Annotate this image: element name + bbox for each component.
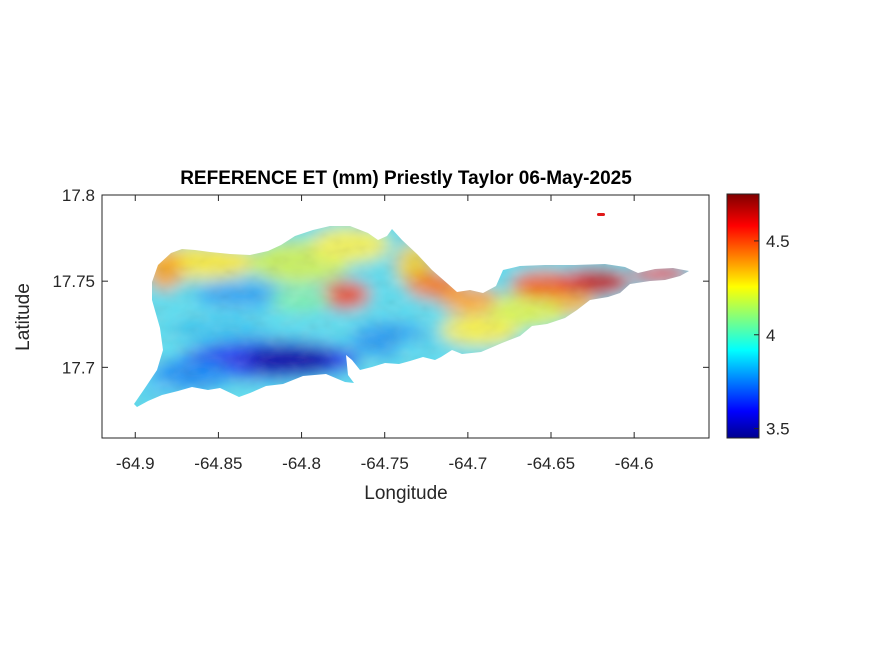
chart-title: REFERENCE ET (mm) Priestly Taylor 06-May… [180, 168, 632, 189]
map-axes: -64.9 -64.85 -64.8 -64.75 -64.7 -64.65 -64.6 1… [52, 186, 710, 473]
y-tick-label: 17.8 [62, 186, 95, 205]
x-tick-label: -64.65 [527, 454, 575, 473]
colorbar: 3.5 4 4.5 [726, 193, 790, 439]
colorbar-tick-label: 4 [766, 326, 775, 345]
colorbar-ticks: 3.5 4 4.5 [754, 232, 790, 439]
y-axis-label: Latitude [13, 283, 34, 351]
x-tick-label: -64.7 [448, 454, 487, 473]
y-tick-label: 17.75 [52, 272, 95, 291]
x-tick-label: -64.9 [116, 454, 155, 473]
x-tick-label: -64.85 [194, 454, 242, 473]
x-axis-ticks: -64.9 -64.85 -64.8 -64.75 -64.7 -64.65 -64.6 [116, 195, 654, 473]
x-tick-label: -64.6 [615, 454, 654, 473]
x-tick-label: -64.75 [361, 454, 409, 473]
x-axis-label: Longitude [364, 483, 447, 504]
y-tick-label: 17.7 [62, 358, 95, 377]
offshore-cay [597, 213, 605, 216]
colorbar-tick-label: 3.5 [766, 420, 790, 439]
y-axis-ticks: 17.7 17.75 17.8 [52, 186, 709, 377]
colorbar-tick-label: 4.5 [766, 232, 790, 251]
x-tick-label: -64.8 [282, 454, 321, 473]
colorbar-gradient [726, 193, 760, 439]
